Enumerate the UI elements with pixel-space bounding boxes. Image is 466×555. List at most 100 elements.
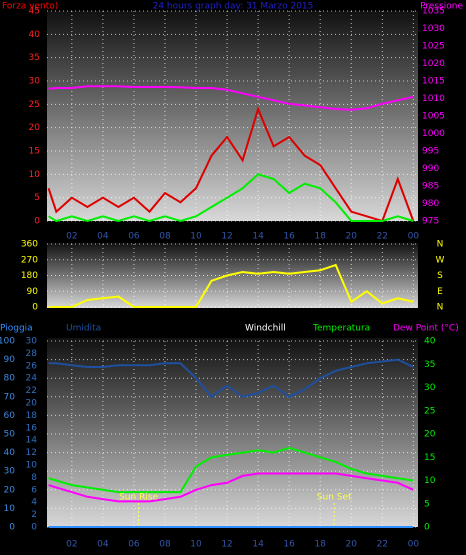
legend-label: Temperatura (312, 324, 370, 334)
x-tick-label: 16 (283, 540, 295, 550)
y2-tick-label: 995 (422, 147, 439, 157)
y2-tick-label: 5 (424, 499, 430, 509)
y2-tick-label: 1020 (422, 59, 445, 69)
y3-tick-label: 8 (31, 473, 37, 483)
x-tick-label: 10 (190, 232, 202, 242)
y3-tick-label: 28 (26, 349, 38, 359)
y3-tick-label: 4 (31, 498, 37, 508)
y-tick-label: 0 (32, 303, 38, 313)
y2-tick-label: W (436, 255, 445, 265)
annotation-label: Sun Rise (119, 493, 158, 503)
y2-tick-label: 1025 (422, 42, 445, 52)
legend-label: Windchill (245, 324, 286, 334)
y2-tick-label: 0 (424, 523, 430, 533)
x-tick-label: 06 (128, 540, 140, 550)
legend-label: Umidita (66, 324, 101, 334)
y2-tick-label: 10 (424, 476, 436, 486)
y2-tick-label: N (437, 240, 444, 250)
x-tick-label: 14 (252, 540, 264, 550)
legend-label: Pioggia (0, 324, 33, 334)
y3-tick-label: 26 (26, 361, 38, 371)
x-tick-label: 06 (128, 232, 140, 242)
x-tick-label: 04 (97, 540, 109, 550)
x-tick-label: 16 (283, 232, 295, 242)
y-tick-label: 70 (4, 392, 16, 402)
y-tick-label: 360 (21, 240, 38, 250)
y-tick-label: 0 (9, 523, 15, 533)
x-tick-label: 02 (66, 540, 77, 550)
x-tick-label: 20 (346, 232, 358, 242)
y-tick-label: 0 (34, 217, 40, 227)
y-tick-label: 270 (21, 255, 38, 265)
y3-tick-label: 24 (26, 374, 38, 384)
pressure-label: Pressione (420, 2, 463, 12)
legend-label: Dew Point (°C) (393, 324, 459, 334)
series-line (48, 173, 414, 223)
y-tick-label: 25 (29, 100, 40, 110)
x-tick-label: 00 (408, 232, 420, 242)
y2-tick-label: 1005 (422, 112, 445, 122)
x-tick-label: 12 (221, 540, 232, 550)
x-tick-label: 04 (97, 232, 109, 242)
y2-tick-label: 985 (422, 182, 439, 192)
x-tick-label: 18 (314, 540, 326, 550)
x-tick-label: 08 (159, 232, 171, 242)
x-tick-label: 00 (408, 540, 420, 550)
series-line (48, 446, 414, 494)
y2-tick-label: 1000 (422, 129, 445, 139)
y2-tick-label: 15 (424, 453, 435, 463)
y-tick-label: 180 (21, 271, 38, 281)
series-line (48, 85, 414, 111)
y-tick-label: 20 (29, 123, 41, 133)
y-tick-label: 40 (4, 448, 16, 458)
chart-title: 24 hours graph day: 31 Marzo 2015 (153, 2, 314, 12)
y-tick-label: 10 (29, 170, 41, 180)
y-tick-label: 20 (4, 485, 16, 495)
y3-tick-label: 14 (26, 436, 38, 446)
y2-tick-label: 1015 (422, 77, 445, 87)
y-tick-label: 100 (0, 337, 15, 347)
x-tick-label: 12 (221, 232, 232, 242)
x-tick-label: 22 (377, 232, 388, 242)
y-tick-label: 45 (29, 7, 40, 17)
y-tick-label: 35 (29, 53, 40, 63)
x-tick-label: 08 (159, 540, 171, 550)
y2-tick-label: E (437, 287, 443, 297)
x-tick-label: 02 (66, 232, 77, 242)
y3-tick-label: 16 (26, 423, 38, 433)
y-tick-label: 90 (27, 287, 39, 297)
y2-tick-label: 1030 (422, 24, 445, 34)
y3-tick-label: 12 (26, 448, 37, 458)
y-tick-label: 5 (34, 193, 40, 203)
y3-tick-label: 2 (31, 510, 37, 520)
x-tick-label: 18 (314, 232, 326, 242)
y2-tick-label: S (437, 271, 443, 281)
x-tick-label: 22 (377, 540, 388, 550)
y2-tick-label: 975 (422, 217, 439, 227)
y2-tick-label: N (437, 303, 444, 313)
x-tick-label: 20 (346, 540, 358, 550)
y3-tick-label: 0 (31, 523, 37, 533)
y2-tick-label: 30 (424, 383, 436, 393)
series-line (48, 263, 414, 308)
y-tick-label: 40 (29, 30, 41, 40)
y2-tick-label: 990 (422, 164, 439, 174)
y2-tick-label: 1010 (422, 94, 445, 104)
y3-tick-label: 20 (26, 399, 38, 409)
y3-tick-label: 18 (26, 411, 38, 421)
series-line (48, 472, 414, 503)
y-tick-label: 80 (4, 374, 16, 384)
y2-tick-label: 40 (424, 337, 436, 347)
y-tick-label: 10 (4, 504, 16, 514)
y2-tick-label: 20 (424, 430, 436, 440)
y3-tick-label: 30 (26, 337, 38, 347)
y-tick-label: 30 (29, 77, 41, 87)
x-tick-label: 14 (252, 232, 264, 242)
series-line (48, 358, 414, 399)
y2-tick-label: 35 (424, 360, 435, 370)
y2-tick-label: 25 (424, 406, 435, 416)
annotation-label: Sun Set (317, 493, 352, 503)
y-tick-label: 60 (4, 411, 16, 421)
y-tick-label: 30 (4, 467, 16, 477)
